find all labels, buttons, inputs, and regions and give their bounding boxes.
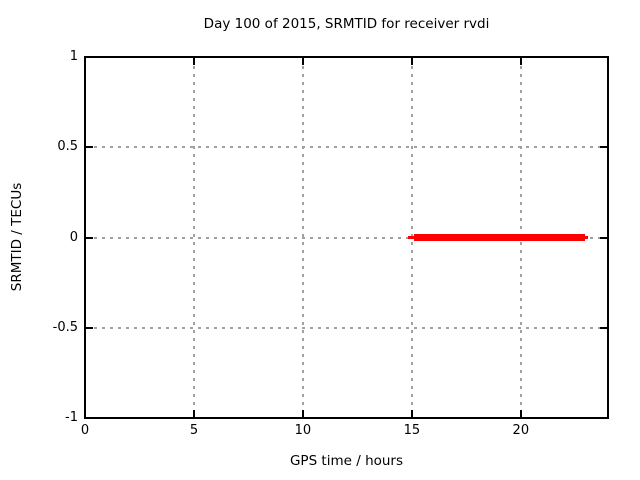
y-tick-label: 1 bbox=[69, 49, 78, 64]
y-tick-label: -0.5 bbox=[52, 319, 78, 335]
y-axis-label: SRMTID / TECUs bbox=[9, 182, 25, 292]
series-line-thick bbox=[414, 234, 586, 241]
y-tick-left bbox=[86, 56, 93, 58]
x-tick-top bbox=[301, 58, 304, 65]
y-tick-left bbox=[86, 417, 93, 419]
y-tick-left bbox=[86, 326, 93, 329]
x-axis-label: GPS time / hours bbox=[289, 453, 404, 469]
gridline-y-0.5 bbox=[86, 146, 607, 149]
x-tick-bottom bbox=[410, 410, 413, 417]
y-tick-right bbox=[600, 326, 607, 329]
y-tick-right bbox=[600, 56, 607, 58]
y-tick-label: -1 bbox=[65, 410, 78, 425]
x-tick-label: 20 bbox=[512, 423, 530, 438]
gridline-y-0 bbox=[86, 236, 607, 239]
y-tick-label: 0.5 bbox=[57, 139, 78, 155]
x-tick-label: 15 bbox=[403, 423, 421, 438]
y-tick-right bbox=[600, 236, 607, 239]
x-tick-label: 5 bbox=[189, 423, 199, 438]
x-tick-top bbox=[519, 58, 522, 65]
x-tick-bottom bbox=[192, 410, 195, 417]
x-tick-bottom bbox=[84, 410, 86, 417]
x-tick-label: 0 bbox=[80, 423, 90, 438]
x-tick-top bbox=[410, 58, 413, 65]
x-tick-top bbox=[192, 58, 195, 65]
plot-area bbox=[84, 56, 609, 419]
x-tick-bottom bbox=[301, 410, 304, 417]
y-tick-right bbox=[600, 146, 607, 149]
x-tick-top bbox=[84, 58, 86, 65]
x-tick-label: 10 bbox=[294, 423, 312, 438]
y-tick-right bbox=[600, 417, 607, 419]
gridline-y--0.5 bbox=[86, 326, 607, 329]
x-tick-bottom bbox=[519, 410, 522, 417]
y-tick-label: 0 bbox=[69, 229, 78, 245]
y-tick-left bbox=[86, 236, 93, 239]
y-tick-left bbox=[86, 146, 93, 149]
chart-title: Day 100 of 2015, SRMTID for receiver rvd… bbox=[203, 16, 490, 32]
